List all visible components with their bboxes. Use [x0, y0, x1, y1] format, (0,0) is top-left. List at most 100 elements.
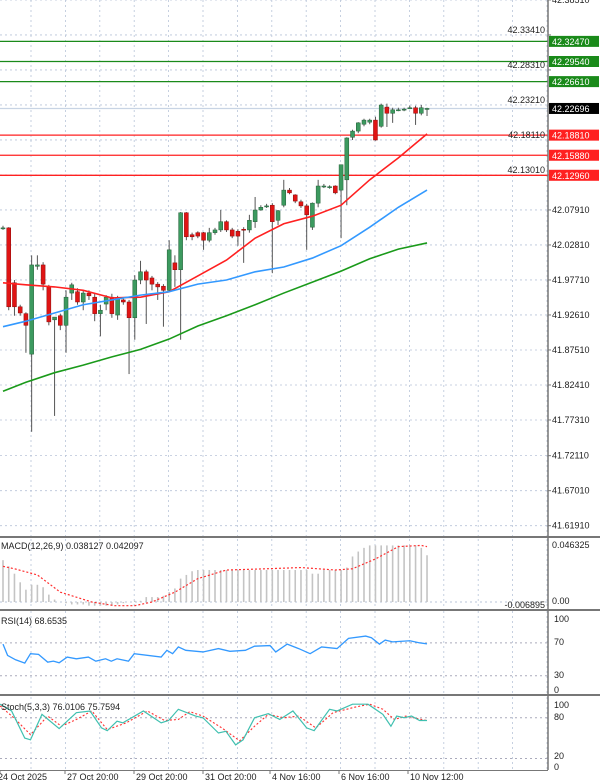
candle-bearish [149, 277, 155, 285]
candle-bullish [356, 122, 361, 132]
y-tick-label: 30 [554, 670, 564, 680]
y-tick-label: 42.38510 [552, 0, 590, 5]
y-tick-label: 41.97710 [552, 275, 590, 285]
x-tick-label: 24 Oct 2025 [0, 772, 47, 782]
candle-bullish [35, 264, 40, 267]
x-tick-label: 31 Oct 20:00 [205, 772, 257, 782]
candle-bearish [126, 301, 132, 319]
y-tick-label: 42.02810 [552, 240, 590, 250]
candle-bearish [384, 106, 390, 114]
candle-bearish [144, 271, 149, 281]
resistance-level-label-bg [549, 76, 599, 88]
candle-bearish [121, 299, 126, 303]
candle-bearish [241, 228, 246, 231]
candle-bullish [29, 264, 34, 355]
candle-bullish [315, 185, 321, 204]
candle-bullish [178, 212, 183, 270]
y-tick-label: 0.046325 [552, 540, 590, 550]
y-tick-label: 80 [554, 712, 564, 722]
candle-bullish [0, 227, 6, 230]
candle-bullish [367, 119, 372, 123]
candle-bullish [212, 229, 218, 233]
candle-bullish [401, 108, 407, 111]
candle-bearish [224, 221, 229, 231]
candle-bullish [344, 137, 350, 181]
candle-bearish [75, 291, 80, 303]
candle-bearish [172, 262, 178, 270]
candle-bearish [304, 205, 309, 216]
y-tick-label: 42.13010 [507, 165, 545, 175]
resistance-level-label-bg [549, 35, 599, 47]
candle-bullish [321, 185, 327, 188]
candle-bearish [235, 231, 241, 237]
price-pane [0, 0, 548, 536]
y-tick-label: 70 [554, 637, 564, 647]
support-level-label-bg [549, 149, 599, 161]
rsi-label: RSI(14) 68.6535 [1, 616, 67, 626]
y-tick-label: 100 [554, 700, 569, 710]
x-tick-label: 4 Nov 16:00 [272, 772, 321, 782]
candle-bearish [161, 285, 166, 291]
candle-bullish [407, 107, 413, 110]
stoch-label: Stoch(5,3,3) 76.0106 75.7594 [1, 702, 120, 712]
candle-bullish [115, 297, 120, 316]
macd-label: MACD(12,26,9) 0.038127 0.042097 [1, 541, 144, 551]
y-tick-label: 0 [554, 685, 559, 695]
candle-bearish [12, 282, 17, 308]
candle-bearish [195, 232, 201, 237]
support-level-label-bg [549, 129, 599, 141]
candle-bullish [132, 279, 138, 319]
candle-bearish [189, 234, 195, 238]
y-tick-label: 41.87510 [552, 345, 590, 355]
resistance-level-label: 42.32470 [552, 37, 590, 47]
x-tick-label: 27 Oct 20:00 [67, 772, 119, 782]
candle-bullish [424, 108, 430, 110]
candle-bearish [86, 292, 92, 297]
candle-bullish [390, 109, 395, 114]
x-tick-label: 29 Oct 20:00 [136, 772, 188, 782]
y-tick-label: 41.82410 [552, 380, 590, 390]
macd-pane [0, 539, 548, 609]
y-tick-label: 41.77310 [552, 415, 590, 425]
y-tick-label: 41.72110 [552, 451, 589, 461]
candle-bearish [287, 189, 292, 194]
candle-bullish [361, 119, 367, 125]
candle-bullish [98, 309, 103, 314]
candle-bullish [138, 271, 143, 281]
y-tick-label: 42.33410 [507, 25, 545, 35]
rsi-line [2, 635, 428, 664]
support-level-label-bg [549, 169, 599, 181]
candle-bearish [229, 229, 235, 237]
y-tick-label: 100 [554, 614, 569, 624]
x-tick-label: 6 Nov 16:00 [341, 772, 390, 782]
y-tick-label: 42.23210 [507, 95, 545, 105]
y-tick-label: 42.28310 [507, 60, 545, 70]
y-tick-label: 0 [554, 762, 559, 772]
candle-bearish [17, 306, 23, 314]
candle-bearish [92, 296, 97, 314]
stoch-main-line [0, 703, 428, 746]
resistance-level-label: 42.26610 [552, 77, 590, 87]
y-tick-label: 42.18110 [508, 130, 545, 140]
y-tick-label: -0.006895 [504, 600, 545, 610]
y-tick-label: 41.92610 [552, 310, 590, 320]
candle-bullish [252, 209, 258, 222]
candle-bearish [270, 204, 275, 222]
candle-bullish [327, 186, 332, 188]
rsi-pane [0, 611, 548, 694]
candle-bullish [338, 164, 344, 191]
candle-bullish [264, 205, 269, 208]
support-level-label: 42.18810 [552, 131, 590, 141]
candle-bearish [155, 283, 160, 288]
candle-bearish [333, 185, 338, 194]
moving-average-line [2, 242, 428, 392]
candle-bearish [40, 264, 46, 285]
candle-bearish [373, 119, 378, 141]
candle-bullish [396, 109, 401, 112]
current-price-label-bg [549, 102, 599, 114]
candle-bullish [52, 316, 57, 321]
moving-average-line [2, 189, 428, 328]
y-tick-label: 20 [554, 751, 564, 761]
stoch-pane [0, 697, 548, 770]
